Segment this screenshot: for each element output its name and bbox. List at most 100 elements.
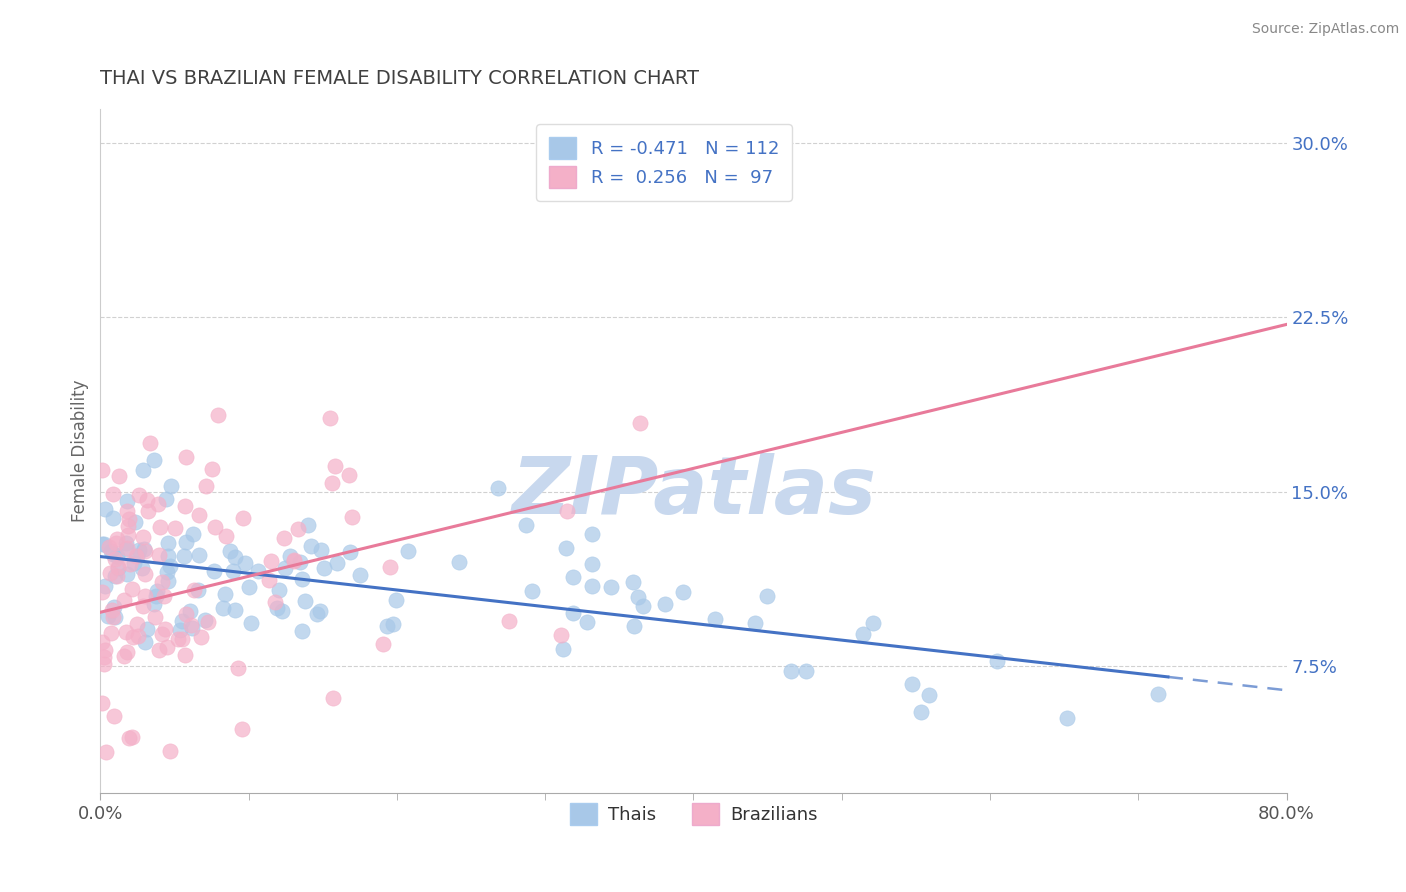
Point	[562, 606, 585, 620]
Point	[288, 555, 311, 569]
Point	[103, 599, 125, 614]
Point	[756, 589, 779, 603]
Point	[167, 632, 190, 646]
Point	[156, 549, 179, 564]
Point	[136, 492, 159, 507]
Point	[97, 609, 120, 624]
Point	[122, 630, 145, 644]
Point	[155, 492, 177, 507]
Point	[273, 560, 295, 574]
Point	[159, 744, 181, 758]
Point	[233, 557, 256, 571]
Point	[174, 534, 197, 549]
Point	[257, 573, 280, 587]
Point	[115, 541, 138, 556]
Point	[180, 617, 202, 632]
Point	[100, 543, 122, 558]
Point	[396, 544, 419, 558]
Point	[744, 616, 766, 631]
Point	[551, 642, 574, 657]
Point	[94, 579, 117, 593]
Point	[121, 582, 143, 597]
Point	[340, 510, 363, 524]
Point	[115, 535, 138, 549]
Point	[294, 593, 316, 607]
Text: ZIPatlas: ZIPatlas	[510, 453, 876, 531]
Point	[172, 632, 194, 647]
Point	[143, 610, 166, 624]
Point	[90, 537, 112, 551]
Point	[148, 548, 170, 562]
Point	[576, 615, 599, 630]
Point	[305, 607, 328, 621]
Point	[128, 488, 150, 502]
Point	[105, 549, 128, 563]
Point	[90, 635, 112, 649]
Point	[91, 463, 114, 477]
Point	[214, 529, 236, 543]
Point	[179, 604, 201, 618]
Point	[146, 584, 169, 599]
Text: Source: ZipAtlas.com: Source: ZipAtlas.com	[1251, 22, 1399, 37]
Point	[187, 582, 209, 597]
Point	[118, 557, 141, 571]
Point	[94, 745, 117, 759]
Point	[385, 593, 408, 607]
Point	[852, 626, 875, 640]
Y-axis label: Female Disability: Female Disability	[72, 380, 89, 522]
Point	[270, 604, 292, 618]
Point	[273, 531, 295, 545]
Point	[986, 654, 1008, 668]
Point	[349, 568, 371, 582]
Point	[157, 535, 180, 549]
Point	[172, 614, 194, 628]
Point	[115, 645, 138, 659]
Point	[309, 604, 332, 618]
Point	[174, 499, 197, 513]
Point	[246, 565, 269, 579]
Point	[173, 648, 195, 662]
Point	[238, 580, 260, 594]
Point	[101, 510, 124, 524]
Point	[447, 555, 470, 569]
Point	[901, 677, 924, 691]
Point	[312, 561, 335, 575]
Point	[550, 628, 572, 642]
Point	[326, 557, 349, 571]
Point	[627, 591, 650, 605]
Point	[93, 657, 115, 672]
Point	[323, 459, 346, 474]
Legend: Thais, Brazilians: Thais, Brazilians	[562, 796, 824, 832]
Point	[118, 512, 141, 526]
Point	[90, 585, 112, 599]
Point	[373, 637, 395, 651]
Point	[633, 599, 655, 614]
Point	[94, 643, 117, 657]
Point	[145, 589, 167, 603]
Point	[105, 532, 128, 546]
Point	[165, 521, 187, 535]
Point	[156, 640, 179, 654]
Point	[219, 544, 242, 558]
Point	[188, 508, 211, 523]
Text: THAI VS BRAZILIAN FEMALE DISABILITY CORRELATION CHART: THAI VS BRAZILIAN FEMALE DISABILITY CORR…	[100, 69, 699, 87]
Point	[522, 584, 544, 599]
Point	[264, 595, 287, 609]
Point	[581, 579, 603, 593]
Point	[214, 587, 236, 601]
Point	[105, 568, 128, 582]
Point	[207, 408, 229, 422]
Point	[382, 616, 405, 631]
Point	[201, 461, 224, 475]
Point	[375, 619, 398, 633]
Point	[108, 469, 131, 483]
Point	[581, 557, 603, 571]
Point	[228, 661, 250, 675]
Point	[703, 612, 725, 626]
Point	[101, 603, 124, 617]
Point	[132, 463, 155, 477]
Point	[291, 572, 314, 586]
Point	[780, 665, 803, 679]
Point	[124, 515, 146, 529]
Point	[112, 593, 135, 607]
